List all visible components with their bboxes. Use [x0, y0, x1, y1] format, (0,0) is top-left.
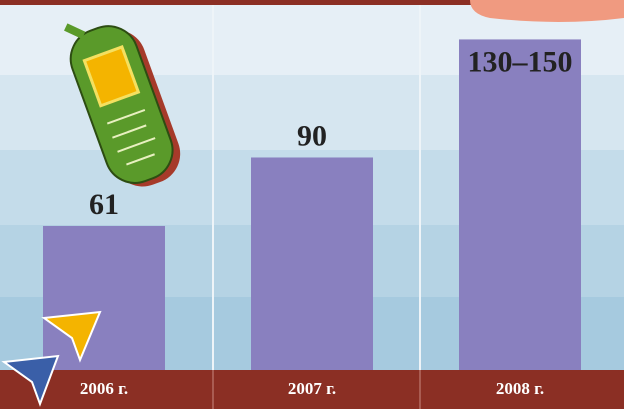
chart: 61 90 130–150 2006 г. 2007 г. 2008 г. [0, 0, 624, 409]
x-tick-label: 2008 г. [496, 379, 544, 398]
value-label: 61 [89, 188, 119, 221]
x-tick-label: 2006 г. [80, 379, 128, 398]
value-label: 130–150 [468, 45, 573, 78]
value-label: 90 [297, 119, 327, 152]
bar [43, 226, 165, 370]
bar [459, 39, 581, 370]
x-tick-label: 2007 г. [288, 379, 336, 398]
bar [251, 157, 373, 370]
